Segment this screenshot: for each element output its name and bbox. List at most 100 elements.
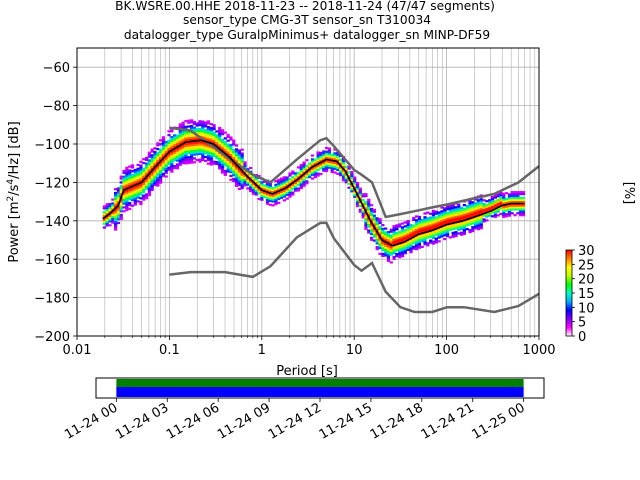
- density-cell: [144, 187, 149, 190]
- density-cell: [161, 174, 166, 177]
- density-cell: [434, 239, 438, 242]
- density-cell: [417, 237, 422, 240]
- density-cell: [159, 169, 163, 173]
- density-cell: [471, 208, 475, 212]
- density-cell: [344, 175, 348, 178]
- density-cell: [229, 136, 233, 139]
- density-cell: [234, 177, 239, 180]
- density-cell: [412, 218, 416, 222]
- density-cell: [212, 139, 216, 142]
- density-cell: [521, 200, 526, 203]
- density-cell: [429, 222, 433, 225]
- density-cell: [403, 225, 407, 228]
- density-cell: [341, 163, 346, 167]
- density-cell: [513, 206, 517, 209]
- density-cell: [488, 204, 492, 208]
- density-cell: [226, 135, 230, 138]
- density-cell: [144, 172, 149, 175]
- y-tick-label: −200: [34, 330, 70, 345]
- density-cell: [398, 250, 402, 253]
- density-cell: [445, 225, 450, 228]
- density-cell: [147, 163, 151, 166]
- density-cell: [164, 142, 168, 146]
- density-cell: [226, 147, 230, 150]
- density-cell: [341, 169, 346, 172]
- density-cell: [105, 222, 109, 225]
- density-cell: [263, 180, 267, 183]
- density-cell: [234, 159, 239, 163]
- density-cell: [414, 236, 419, 239]
- x-tick-label: 1000: [522, 343, 555, 358]
- density-cell: [139, 172, 143, 175]
- density-cell: [150, 161, 154, 165]
- density-cell: [220, 169, 225, 172]
- density-cell: [341, 159, 346, 163]
- density-cell: [291, 185, 295, 188]
- density-cell: [189, 136, 194, 139]
- density-cell: [302, 161, 306, 164]
- noise-model-high: [169, 126, 540, 219]
- density-cell: [361, 216, 365, 219]
- density-cell: [111, 217, 115, 220]
- density-cell: [400, 239, 405, 242]
- density-cell: [234, 154, 239, 157]
- density-cell: [319, 157, 323, 160]
- density-cell: [384, 235, 388, 238]
- density-cell: [189, 153, 194, 157]
- density-cell: [406, 233, 410, 236]
- density-cell: [344, 179, 348, 182]
- density-cell: [175, 140, 180, 143]
- density-cell: [128, 182, 132, 186]
- density-cell: [274, 199, 278, 202]
- density-cell: [232, 166, 236, 169]
- density-cell: [144, 197, 149, 200]
- density-cell: [209, 136, 213, 139]
- density-cell: [378, 239, 382, 242]
- density-cell: [187, 152, 191, 155]
- density-cell: [493, 200, 497, 203]
- density-cell: [406, 237, 410, 240]
- density-cell: [355, 183, 360, 187]
- density-cell: [153, 154, 157, 158]
- density-cell: [431, 225, 436, 228]
- density-cell: [462, 221, 467, 224]
- density-cell: [372, 210, 377, 213]
- density-cell: [502, 194, 506, 197]
- density-cell: [488, 202, 492, 206]
- density-cell: [218, 165, 222, 168]
- density-cell: [263, 184, 267, 187]
- density-cell: [372, 222, 377, 225]
- density-cell: [420, 228, 424, 231]
- density-cell: [204, 152, 208, 155]
- density-cell: [156, 171, 160, 174]
- density-cell: [114, 201, 118, 204]
- density-cell: [133, 172, 137, 175]
- density-cell: [336, 163, 340, 166]
- density-cell: [414, 219, 419, 222]
- density-cell: [268, 194, 272, 197]
- density-cell: [175, 138, 180, 141]
- density-cell: [336, 153, 340, 156]
- density-cell: [403, 248, 407, 251]
- colorbar-gradient: [565, 249, 573, 337]
- density-cell: [181, 158, 185, 161]
- density-cell: [471, 206, 475, 210]
- density-cell: [296, 183, 301, 186]
- density-cell: [327, 151, 331, 154]
- density-cell: [288, 191, 292, 194]
- density-cell: [218, 128, 222, 132]
- density-cell: [395, 237, 399, 240]
- density-cell: [423, 241, 427, 244]
- density-cell: [519, 200, 523, 203]
- density-cell: [178, 148, 182, 151]
- density-cell: [493, 215, 497, 218]
- density-cell: [384, 231, 388, 234]
- density-cell: [249, 186, 253, 189]
- density-cell: [232, 150, 236, 154]
- density-cell: [417, 231, 422, 234]
- density-cell: [133, 189, 137, 193]
- density-cell: [471, 203, 475, 206]
- density-cell: [226, 143, 230, 146]
- density-cell: [170, 164, 174, 167]
- density-cell: [426, 232, 430, 235]
